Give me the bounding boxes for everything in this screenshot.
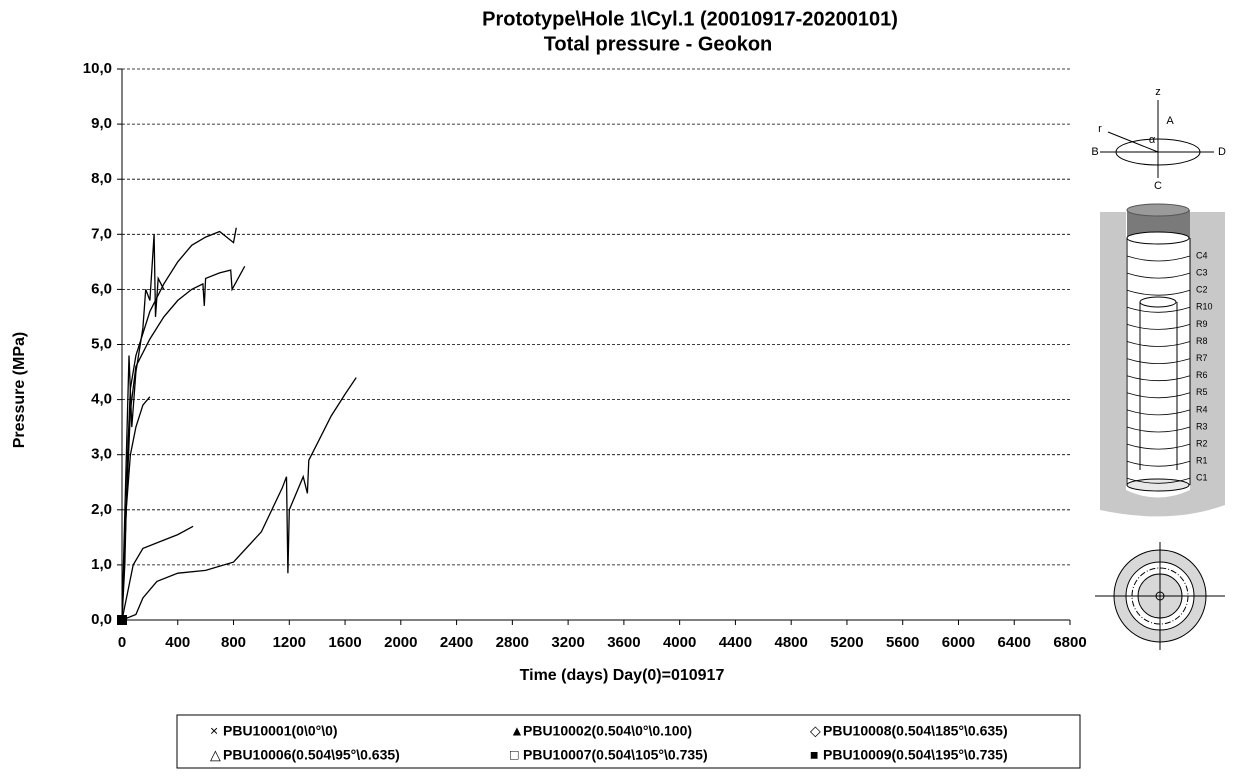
layer-label: R8	[1196, 336, 1208, 346]
y-tick-label: 8,0	[91, 170, 112, 187]
borehole-diagram	[1100, 203, 1225, 517]
layer-ring	[1126, 289, 1191, 296]
x-tick-label: 400	[165, 634, 190, 651]
layer-ring	[1126, 392, 1191, 399]
x-tick-label: 800	[221, 634, 246, 651]
x-tick-label: 5600	[886, 634, 919, 651]
legend-label: PBU10008(0.504\185°\0.635)	[823, 723, 1008, 739]
section-diagram	[1095, 542, 1225, 650]
layer-ring	[1126, 324, 1191, 330]
y-tick-label: 1,0	[91, 556, 112, 573]
series-line	[121, 377, 357, 621]
diagram-label: z	[1155, 86, 1161, 98]
y-tick-label: 10,0	[83, 60, 112, 77]
x-tick-label: 3200	[551, 634, 584, 651]
layer-label: R7	[1196, 353, 1208, 363]
layer-ring	[1126, 306, 1191, 313]
layer-label: R6	[1196, 370, 1208, 380]
x-tick-label: 1600	[328, 634, 361, 651]
diagram-label: A	[1166, 115, 1174, 127]
layer-ring	[1126, 443, 1191, 450]
legend-label: PBU10009(0.504\195°\0.735)	[823, 747, 1008, 763]
layer-ring	[1126, 272, 1191, 279]
y-tick-label: 2,0	[91, 501, 112, 518]
series-line	[121, 227, 237, 621]
y-tick-label: 3,0	[91, 446, 112, 463]
legend-marker: ■	[810, 747, 818, 763]
diagram-label: D	[1218, 146, 1226, 158]
x-tick-label: 2000	[384, 634, 417, 651]
series-line	[121, 525, 194, 621]
legend-label: PBU10006(0.504\95°\0.635)	[223, 747, 400, 763]
x-tick-label: 3600	[607, 634, 640, 651]
legend-marker: ▲	[510, 723, 524, 739]
diagram-label: C	[1154, 180, 1162, 192]
layer-label: C4	[1196, 250, 1208, 260]
layer-label: R2	[1196, 438, 1208, 448]
legend-box	[176, 714, 1081, 769]
legend-label: PBU10001(0\0°\0)	[223, 723, 338, 739]
x-tick-label: 0	[118, 634, 126, 651]
y-tick-label: 9,0	[91, 115, 112, 132]
layer-ring	[1126, 460, 1191, 467]
x-tick-label: 2400	[440, 634, 473, 651]
layer-ring	[1126, 375, 1191, 382]
layer-ring	[1126, 341, 1191, 347]
origin-marker	[117, 615, 127, 625]
layer-ring	[1126, 426, 1191, 433]
layer-label: R10	[1196, 302, 1213, 312]
layer-ring	[1126, 358, 1191, 364]
y-tick-label: 5,0	[91, 335, 112, 352]
x-tick-label: 6000	[942, 634, 975, 651]
x-tick-label: 5200	[830, 634, 863, 651]
chart-title: Prototype\Hole 1\Cyl.1 (20010917-2020010…	[482, 8, 898, 30]
x-tick-label: 4400	[719, 634, 752, 651]
legend-label: PBU10002(0.504\0°\0.100)	[523, 723, 692, 739]
chart-subtitle: Total pressure - Geokon	[544, 33, 773, 55]
legend-marker: ×	[210, 723, 218, 739]
y-tick-label: 0,0	[91, 611, 112, 628]
layer-label: R1	[1196, 456, 1208, 466]
x-axis-title: Time (days) Day(0)=010917	[520, 667, 725, 684]
legend-label: PBU10007(0.504\105°\0.735)	[523, 747, 708, 763]
x-tick-label: 6400	[998, 634, 1031, 651]
legend-marker: △	[210, 747, 221, 763]
series-line	[121, 265, 246, 621]
layer-label: R9	[1196, 319, 1208, 329]
y-tick-label: 6,0	[91, 280, 112, 297]
legend-marker: ◇	[810, 723, 821, 739]
diagram-label: r	[1098, 123, 1102, 135]
diagram-label: α	[1149, 134, 1156, 146]
layer-label: R4	[1196, 404, 1208, 414]
layer-ring	[1126, 255, 1191, 262]
layer-label: C2	[1196, 285, 1208, 295]
layer-label: C3	[1196, 267, 1208, 277]
x-tick-label: 4800	[774, 634, 807, 651]
x-tick-label: 6800	[1053, 634, 1086, 651]
y-axis-title: Pressure (MPa)	[11, 332, 28, 449]
orientation-diagram	[1100, 100, 1214, 178]
diagram-label: B	[1091, 146, 1098, 158]
y-tick-label: 7,0	[91, 225, 112, 242]
x-tick-label: 2800	[496, 634, 529, 651]
series-line	[121, 234, 165, 621]
x-tick-label: 1200	[273, 634, 306, 651]
layer-label: C1	[1196, 473, 1208, 483]
layer-ring	[1126, 477, 1191, 484]
layer-label: R3	[1196, 421, 1208, 431]
layer-label: R5	[1196, 387, 1208, 397]
layer-ring	[1126, 409, 1191, 416]
x-tick-label: 4000	[663, 634, 696, 651]
series-line	[121, 396, 151, 621]
y-tick-label: 4,0	[91, 391, 112, 408]
legend-marker: □	[510, 747, 519, 763]
